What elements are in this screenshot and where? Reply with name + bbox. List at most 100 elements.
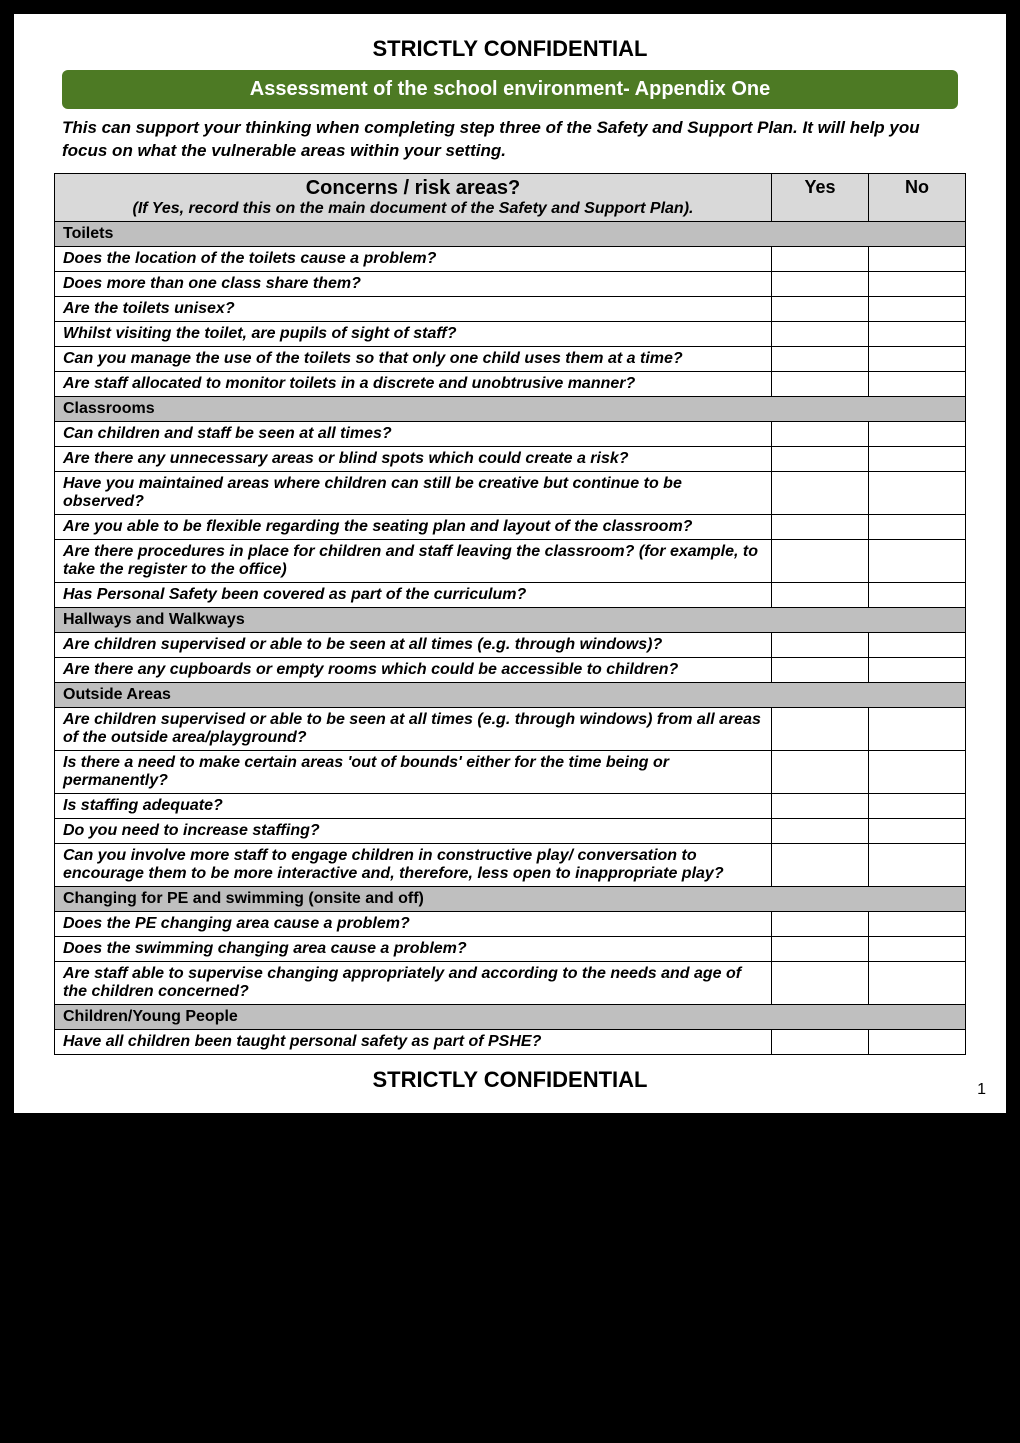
question-cell: Can you involve more staff to engage chi…	[55, 843, 772, 886]
table-row: Does the swimming changing area cause a …	[55, 936, 966, 961]
no-cell[interactable]	[869, 793, 966, 818]
yes-cell[interactable]	[772, 296, 869, 321]
yes-cell[interactable]	[772, 271, 869, 296]
yes-cell[interactable]	[772, 793, 869, 818]
yes-cell[interactable]	[772, 514, 869, 539]
question-cell: Does more than one class share them?	[55, 271, 772, 296]
no-cell[interactable]	[869, 514, 966, 539]
table-row: Whilst visiting the toilet, are pupils o…	[55, 321, 966, 346]
question-cell: Is there a need to make certain areas 'o…	[55, 750, 772, 793]
no-cell[interactable]	[869, 657, 966, 682]
table-row: Does the PE changing area cause a proble…	[55, 911, 966, 936]
question-cell: Are staff able to supervise changing app…	[55, 961, 772, 1004]
banner-title: Assessment of the school environment- Ap…	[62, 70, 958, 109]
yes-cell[interactable]	[772, 632, 869, 657]
yes-cell[interactable]	[772, 961, 869, 1004]
no-cell[interactable]	[869, 1029, 966, 1054]
question-cell: Can children and staff be seen at all ti…	[55, 421, 772, 446]
yes-cell[interactable]	[772, 346, 869, 371]
yes-cell[interactable]	[772, 750, 869, 793]
no-cell[interactable]	[869, 421, 966, 446]
yes-cell[interactable]	[772, 582, 869, 607]
no-cell[interactable]	[869, 843, 966, 886]
page: STRICTLY CONFIDENTIAL Assessment of the …	[0, 0, 1020, 1127]
no-cell[interactable]	[869, 296, 966, 321]
table-row: Outside Areas	[55, 682, 966, 707]
yes-cell[interactable]	[772, 911, 869, 936]
question-cell: Whilst visiting the toilet, are pupils o…	[55, 321, 772, 346]
no-cell[interactable]	[869, 246, 966, 271]
no-cell[interactable]	[869, 632, 966, 657]
table-body: ToiletsDoes the location of the toilets …	[55, 221, 966, 1054]
no-cell[interactable]	[869, 707, 966, 750]
footer-title: STRICTLY CONFIDENTIAL	[52, 1067, 968, 1093]
header-concerns-title: Concerns / risk areas?	[63, 177, 763, 200]
yes-cell[interactable]	[772, 539, 869, 582]
no-cell[interactable]	[869, 582, 966, 607]
yes-cell[interactable]	[772, 843, 869, 886]
question-cell: Has Personal Safety been covered as part…	[55, 582, 772, 607]
header-concerns: Concerns / risk areas? (If Yes, record t…	[55, 173, 772, 221]
question-cell: Do you need to increase staffing?	[55, 818, 772, 843]
table-row: Are children supervised or able to be se…	[55, 707, 966, 750]
yes-cell[interactable]	[772, 657, 869, 682]
section-cell: Changing for PE and swimming (onsite and…	[55, 886, 966, 911]
yes-cell[interactable]	[772, 446, 869, 471]
yes-cell[interactable]	[772, 371, 869, 396]
header-concerns-subtitle: (If Yes, record this on the main documen…	[63, 200, 763, 218]
table-row: Is there a need to make certain areas 'o…	[55, 750, 966, 793]
question-cell: Have all children been taught personal s…	[55, 1029, 772, 1054]
table-row: Children/Young People	[55, 1004, 966, 1029]
table-row: Have all children been taught personal s…	[55, 1029, 966, 1054]
no-cell[interactable]	[869, 471, 966, 514]
no-cell[interactable]	[869, 446, 966, 471]
question-cell: Are there any cupboards or empty rooms w…	[55, 657, 772, 682]
no-cell[interactable]	[869, 271, 966, 296]
no-cell[interactable]	[869, 346, 966, 371]
table-row: Changing for PE and swimming (onsite and…	[55, 886, 966, 911]
yes-cell[interactable]	[772, 421, 869, 446]
no-cell[interactable]	[869, 321, 966, 346]
table-row: Are there any unnecessary areas or blind…	[55, 446, 966, 471]
table-row: Are the toilets unisex?	[55, 296, 966, 321]
section-cell: Toilets	[55, 221, 966, 246]
yes-cell[interactable]	[772, 1029, 869, 1054]
no-cell[interactable]	[869, 961, 966, 1004]
no-cell[interactable]	[869, 936, 966, 961]
question-cell: Are there procedures in place for childr…	[55, 539, 772, 582]
intro-text: This can support your thinking when comp…	[62, 117, 958, 163]
question-cell: Are there any unnecessary areas or blind…	[55, 446, 772, 471]
yes-cell[interactable]	[772, 246, 869, 271]
table-row: Hallways and Walkways	[55, 607, 966, 632]
table-header-row: Concerns / risk areas? (If Yes, record t…	[55, 173, 966, 221]
no-cell[interactable]	[869, 911, 966, 936]
yes-cell[interactable]	[772, 936, 869, 961]
table-row: Is staffing adequate?	[55, 793, 966, 818]
question-cell: Are children supervised or able to be se…	[55, 707, 772, 750]
table-row: Have you maintained areas where children…	[55, 471, 966, 514]
question-cell: Are you able to be flexible regarding th…	[55, 514, 772, 539]
yes-cell[interactable]	[772, 818, 869, 843]
table-row: Are you able to be flexible regarding th…	[55, 514, 966, 539]
no-cell[interactable]	[869, 371, 966, 396]
yes-cell[interactable]	[772, 707, 869, 750]
assessment-table: Concerns / risk areas? (If Yes, record t…	[54, 173, 966, 1055]
no-cell[interactable]	[869, 818, 966, 843]
table-row: Are there any cupboards or empty rooms w…	[55, 657, 966, 682]
table-row: Can you manage the use of the toilets so…	[55, 346, 966, 371]
yes-cell[interactable]	[772, 321, 869, 346]
no-cell[interactable]	[869, 750, 966, 793]
question-cell: Are the toilets unisex?	[55, 296, 772, 321]
table-row: Are staff allocated to monitor toilets i…	[55, 371, 966, 396]
table-row: Classrooms	[55, 396, 966, 421]
section-cell: Classrooms	[55, 396, 966, 421]
section-cell: Children/Young People	[55, 1004, 966, 1029]
question-cell: Have you maintained areas where children…	[55, 471, 772, 514]
table-row: Has Personal Safety been covered as part…	[55, 582, 966, 607]
yes-cell[interactable]	[772, 471, 869, 514]
header-yes: Yes	[772, 173, 869, 221]
no-cell[interactable]	[869, 539, 966, 582]
question-cell: Does the location of the toilets cause a…	[55, 246, 772, 271]
question-cell: Is staffing adequate?	[55, 793, 772, 818]
table-row: Does more than one class share them?	[55, 271, 966, 296]
